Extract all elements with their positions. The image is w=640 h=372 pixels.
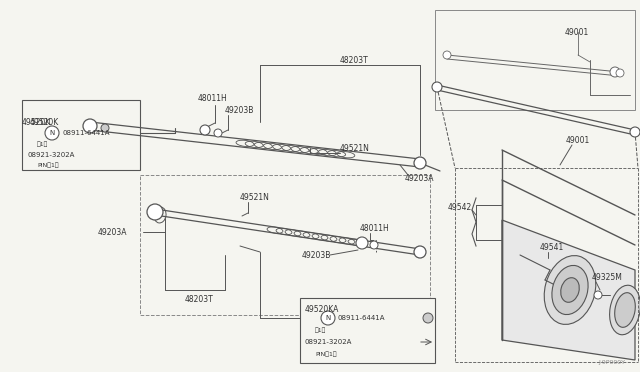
Text: 48011H: 48011H bbox=[198, 93, 228, 103]
Text: 08921-3202A: 08921-3202A bbox=[305, 339, 353, 345]
Text: J-9P000Y: J-9P000Y bbox=[598, 360, 625, 365]
Ellipse shape bbox=[544, 256, 596, 324]
Circle shape bbox=[432, 82, 442, 92]
Text: 49001: 49001 bbox=[566, 135, 590, 144]
Circle shape bbox=[414, 246, 426, 258]
Circle shape bbox=[594, 291, 602, 299]
Text: 49203A: 49203A bbox=[405, 173, 435, 183]
Text: （1）: （1） bbox=[315, 327, 326, 333]
Circle shape bbox=[321, 311, 335, 325]
Ellipse shape bbox=[552, 266, 588, 315]
Circle shape bbox=[200, 125, 210, 135]
Text: 49521N: 49521N bbox=[240, 192, 270, 202]
Circle shape bbox=[414, 157, 426, 169]
Text: 48203T: 48203T bbox=[340, 55, 369, 64]
Circle shape bbox=[616, 69, 624, 77]
Text: 48011H: 48011H bbox=[360, 224, 390, 232]
Text: 49203A: 49203A bbox=[98, 228, 127, 237]
Circle shape bbox=[630, 127, 640, 137]
Bar bbox=[140, 175, 430, 315]
Circle shape bbox=[83, 119, 97, 133]
Text: 49520K: 49520K bbox=[22, 118, 51, 126]
Text: PIN（1）: PIN（1） bbox=[37, 162, 59, 168]
Polygon shape bbox=[502, 220, 635, 360]
Text: 49001: 49001 bbox=[565, 28, 589, 37]
Text: N: N bbox=[49, 130, 54, 136]
Circle shape bbox=[101, 124, 109, 132]
Text: 49520K: 49520K bbox=[30, 118, 60, 126]
Circle shape bbox=[147, 204, 163, 220]
Circle shape bbox=[45, 126, 59, 140]
Circle shape bbox=[610, 67, 620, 77]
Circle shape bbox=[443, 51, 451, 59]
Text: 49203B: 49203B bbox=[302, 250, 332, 260]
Circle shape bbox=[370, 241, 378, 249]
Bar bbox=[435, 10, 635, 110]
Bar bbox=[300, 298, 435, 363]
Text: 08921-3202A: 08921-3202A bbox=[27, 152, 74, 158]
Text: （1）: （1） bbox=[37, 141, 49, 147]
Circle shape bbox=[423, 313, 433, 323]
Text: PIN（1）: PIN（1） bbox=[315, 351, 337, 357]
Text: 49542: 49542 bbox=[448, 202, 472, 212]
Text: 08911-6441A: 08911-6441A bbox=[62, 130, 109, 136]
Ellipse shape bbox=[610, 285, 640, 335]
Text: N: N bbox=[325, 315, 331, 321]
Circle shape bbox=[356, 237, 368, 249]
Text: 49541: 49541 bbox=[540, 243, 564, 251]
Circle shape bbox=[214, 129, 222, 137]
Text: 49203B: 49203B bbox=[225, 106, 254, 115]
Text: 49325M: 49325M bbox=[592, 273, 623, 282]
Ellipse shape bbox=[561, 278, 579, 302]
Ellipse shape bbox=[614, 293, 636, 327]
Bar bbox=[22, 100, 140, 170]
Text: 08911-6441A: 08911-6441A bbox=[338, 315, 385, 321]
Text: 48203T: 48203T bbox=[185, 295, 214, 305]
Text: 49521N: 49521N bbox=[340, 144, 370, 153]
Text: 49520KA: 49520KA bbox=[305, 305, 339, 314]
